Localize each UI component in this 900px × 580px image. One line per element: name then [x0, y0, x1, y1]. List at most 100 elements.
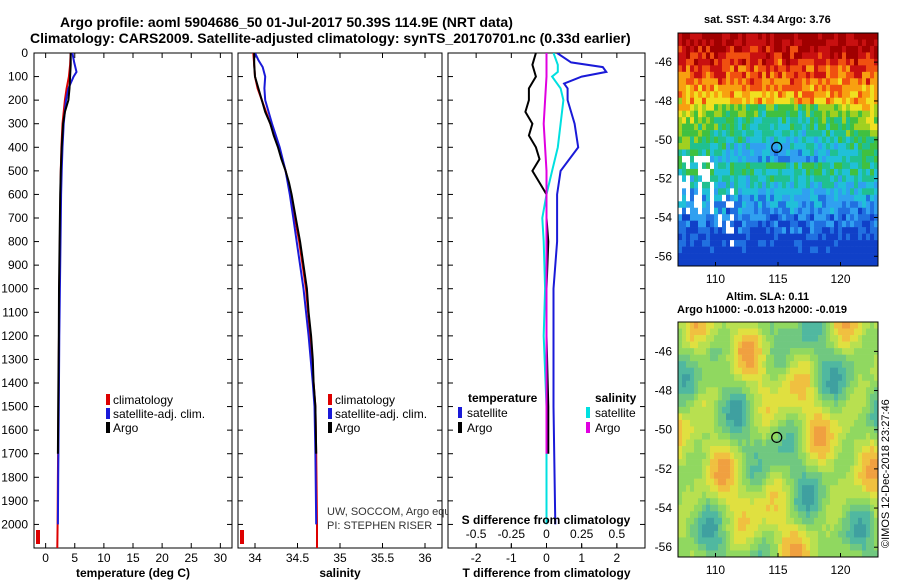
map-cell — [826, 498, 831, 506]
map-cell — [746, 459, 751, 466]
map-cell — [818, 84, 823, 92]
map-cell — [778, 322, 783, 329]
map-cell — [702, 104, 707, 111]
map-cell — [842, 478, 847, 486]
map-cell — [754, 91, 759, 99]
map-cell — [730, 194, 735, 202]
map-cell — [726, 162, 731, 170]
map-cell — [762, 155, 767, 163]
map-cell — [766, 465, 771, 473]
map-cell — [794, 259, 799, 267]
map-cell — [818, 517, 823, 525]
map-cell — [870, 253, 875, 260]
map-cell — [706, 240, 711, 247]
map-cell — [766, 432, 771, 440]
map-cell — [762, 168, 767, 176]
map-cell — [802, 175, 807, 183]
map-cell — [686, 504, 691, 512]
map-cell — [698, 426, 703, 434]
map-cell — [862, 348, 867, 355]
map-cell — [758, 33, 763, 40]
map-cell — [854, 181, 859, 189]
map-cell — [810, 328, 815, 336]
map-cell — [810, 504, 815, 512]
map-cell — [678, 130, 683, 137]
map-cell — [842, 511, 847, 519]
x-tick-label: 1 — [578, 551, 585, 565]
depth-tick-label: 1400 — [1, 376, 28, 390]
map-cell — [846, 188, 851, 196]
map-cell — [730, 84, 735, 92]
map-cell — [750, 511, 755, 519]
map-cell — [678, 354, 683, 362]
map-cell — [738, 543, 743, 551]
map-cell — [862, 259, 867, 267]
map-cell — [854, 393, 859, 401]
map-cell — [802, 374, 807, 382]
map-cell — [782, 143, 787, 150]
map-cell — [750, 419, 755, 427]
map-cell — [754, 149, 759, 157]
map-cell — [786, 207, 791, 215]
map-cell — [738, 498, 743, 506]
map-cell — [742, 58, 747, 66]
map-cell — [722, 446, 727, 453]
map-cell — [806, 485, 811, 493]
map-cell — [746, 207, 751, 215]
map-cell — [738, 110, 743, 118]
map-cell — [722, 380, 727, 388]
map-cell — [682, 259, 687, 267]
map-cell — [866, 472, 871, 479]
map-cell — [850, 511, 855, 519]
float-position-marker — [771, 141, 783, 153]
map-cell — [822, 341, 827, 349]
map-cell — [766, 214, 771, 221]
map-cell — [694, 91, 699, 99]
map-cell — [734, 374, 739, 382]
map-cell — [686, 491, 691, 499]
map-cell — [834, 175, 839, 183]
map-cell — [718, 419, 723, 427]
map-cell — [762, 517, 767, 525]
map-cell — [814, 259, 819, 267]
map-cell — [822, 472, 827, 479]
map-cell — [722, 459, 727, 466]
map-cell — [838, 387, 843, 395]
map-cell — [726, 181, 731, 189]
map-cell — [822, 511, 827, 519]
map-cell — [818, 406, 823, 414]
map-cell — [706, 400, 711, 408]
map-cell — [714, 511, 719, 519]
map-cell — [870, 543, 875, 551]
map-cell — [842, 175, 847, 183]
map-cell — [698, 543, 703, 551]
map-cell — [814, 240, 819, 247]
map-cell — [770, 517, 775, 525]
map-cell — [690, 233, 695, 241]
map-cell — [758, 78, 763, 86]
map-cell — [854, 413, 859, 421]
map-cell — [822, 188, 827, 196]
map-cell — [818, 45, 823, 53]
map-cell — [830, 335, 835, 342]
map-cell — [814, 181, 819, 189]
map-cell — [846, 517, 851, 525]
map-cell — [734, 71, 739, 79]
map-cell — [746, 194, 751, 202]
map-cell — [742, 439, 747, 447]
map-cell — [834, 143, 839, 150]
map-cell — [746, 341, 751, 349]
map-cell — [718, 524, 723, 532]
map-cell — [734, 181, 739, 189]
map-cell — [730, 207, 735, 215]
map-cell — [830, 530, 835, 538]
map-cell — [702, 380, 707, 388]
x-tick-label: 5 — [71, 551, 78, 565]
map-cell — [758, 374, 763, 382]
map-cell — [810, 149, 815, 157]
map-cell — [750, 459, 755, 466]
map-cell — [842, 537, 847, 545]
map-cell — [706, 253, 711, 260]
map-cell — [782, 380, 787, 388]
map-cell — [838, 71, 843, 79]
